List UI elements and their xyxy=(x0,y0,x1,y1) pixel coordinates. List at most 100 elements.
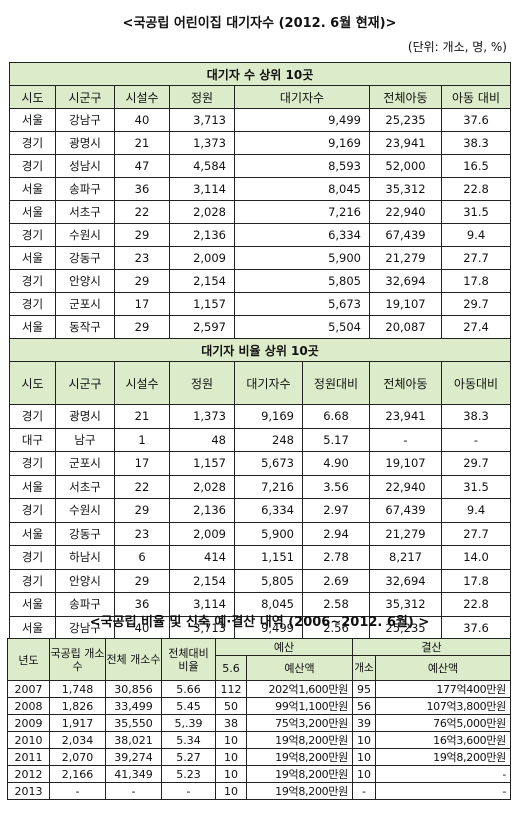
table-cell: 강동구 xyxy=(55,521,115,546)
col-header: 시군구 xyxy=(55,361,115,405)
table-cell: 서울 xyxy=(9,474,56,499)
table-cell: 5,805 xyxy=(234,269,370,293)
table-cell: 30,856 xyxy=(105,680,162,698)
col-header: 시도 xyxy=(9,361,56,405)
table-cell: 2.69 xyxy=(302,568,370,593)
table-cell: 5,.39 xyxy=(161,714,216,732)
table-cell: 1,373 xyxy=(169,131,235,155)
col-header-public-count: 국공립 개소수 xyxy=(49,638,106,681)
col-header: 전체아동 xyxy=(369,85,442,109)
table-row: 서울 송파구 36 3,114 8,045 2.58 35,312 22.8 xyxy=(9,592,512,617)
table-cell: 10 xyxy=(352,731,376,749)
table-cell: 수원시 xyxy=(55,498,115,523)
table-cell: - xyxy=(369,427,442,452)
table-cell: 19,107 xyxy=(369,292,442,316)
table-cell: 3,713 xyxy=(169,108,235,132)
table-cell: 36 xyxy=(114,177,170,201)
table-cell: 27.7 xyxy=(440,521,512,546)
col-header: 대기자수 xyxy=(234,85,370,109)
table-cell: - xyxy=(375,782,511,800)
table-cell: 29 xyxy=(114,223,170,247)
table-cell: 2,136 xyxy=(169,498,235,523)
table-row: 경기 안양시 29 2,154 5,805 2.69 32,694 17.8 xyxy=(9,568,512,593)
table-cell: 5,900 xyxy=(234,246,370,270)
table-cell: 5.17 xyxy=(302,427,370,452)
section-band-top-ratio: 대기자 비율 상위 10곳 xyxy=(8,338,512,362)
col-header: 아동대비 xyxy=(440,361,512,405)
table-cell: 41,349 xyxy=(105,765,162,783)
table-cell: 3.56 xyxy=(302,474,370,499)
table-row: 서울 송파구 36 3,114 8,045 35,312 22.8 xyxy=(9,177,512,201)
table-cell: 8,217 xyxy=(369,545,442,570)
col-header-settle-amount: 예산액 xyxy=(375,655,511,681)
table-cell: 19억8,200만원 xyxy=(375,748,511,766)
table-row: 2011 2,070 39,274 5.27 10 19억8,200만원 10 19억8,20… xyxy=(7,748,511,766)
table-cell: 1,748 xyxy=(49,680,106,698)
table-row: 경기 군포시 17 1,157 5,673 19,107 29.7 xyxy=(9,292,512,316)
table-cell: 22.8 xyxy=(440,592,512,617)
table-cell: 서울 xyxy=(9,177,56,201)
table-cell: 39 xyxy=(352,714,376,732)
table-cell: 서울 xyxy=(9,108,56,132)
table-cell: 19,107 xyxy=(369,451,442,476)
table-cell: 22 xyxy=(114,200,170,224)
table-cell: 9.4 xyxy=(440,498,512,523)
table-row: 서울 강동구 23 2,009 5,900 21,279 27.7 xyxy=(9,246,512,270)
table-cell: 50 xyxy=(215,697,247,715)
table-cell: 22,940 xyxy=(369,474,442,499)
table-cell: 8,045 xyxy=(234,177,370,201)
table-cell: 14.0 xyxy=(440,545,512,570)
table-cell: - xyxy=(440,427,512,452)
table-cell: 2007 xyxy=(7,680,50,698)
table-cell: 서울 xyxy=(9,521,56,546)
table-cell: 8,593 xyxy=(234,154,370,178)
table-cell: 25,235 xyxy=(369,615,442,640)
table-cell: 1,157 xyxy=(169,292,235,316)
table-cell: 35,312 xyxy=(369,592,442,617)
page-title: <국공립 어린이집 대기자수 (2012. 6월 현재)> xyxy=(122,16,397,31)
table-row: 2007 1,748 30,856 5.66 112 202억1,600만원 95 177억4… xyxy=(7,680,511,698)
table-cell: 6,334 xyxy=(234,223,370,247)
table-row: 서울 서초구 22 2,028 7,216 22,940 31.5 xyxy=(9,200,512,224)
table-cell: 경기 xyxy=(9,568,56,593)
col-header: 전체아동 xyxy=(369,361,442,405)
table-cell: 1,157 xyxy=(169,451,235,476)
col-header-settlement: 결산 xyxy=(352,638,511,656)
table-cell: 76억5,000만원 xyxy=(375,714,511,732)
table-cell: 19억8,200만원 xyxy=(246,731,353,749)
table-cell: 10 xyxy=(215,782,247,800)
table-cell: - xyxy=(105,782,162,800)
table-row: 2010 2,034 38,021 5.34 10 19억8,200만원 10 16억3,60… xyxy=(7,731,511,749)
table-cell: - xyxy=(161,782,216,800)
table-cell: 9,169 xyxy=(234,404,303,429)
table-cell: - xyxy=(49,782,106,800)
table-cell: 37.6 xyxy=(440,108,512,132)
table-cell: 22 xyxy=(114,474,170,499)
table-cell: 29 xyxy=(114,568,170,593)
table-cell: 25,235 xyxy=(369,108,442,132)
unit-label: (단위: 개소, 명, %) xyxy=(407,40,507,54)
table-cell: 38 xyxy=(215,714,247,732)
table-cell: 48 xyxy=(169,427,235,452)
table-cell: 4.90 xyxy=(302,451,370,476)
section-band-top-waitlist: 대기자 수 상위 10곳 xyxy=(8,62,512,86)
table-cell: 2.78 xyxy=(302,545,370,570)
col-header: 정원대비 xyxy=(302,361,370,405)
table-cell: 서초구 xyxy=(55,474,115,499)
table-cell: 17.8 xyxy=(440,568,512,593)
table-cell: 2010 xyxy=(7,731,50,749)
table-cell: 6,334 xyxy=(234,498,303,523)
table-cell: 송파구 xyxy=(55,592,115,617)
table-cell: 2,034 xyxy=(49,731,106,749)
table-cell: 2011 xyxy=(7,748,50,766)
table-cell: 서울 xyxy=(9,246,56,270)
table-cell: 1,151 xyxy=(234,545,303,570)
table-cell: 27.7 xyxy=(440,246,512,270)
table-cell: 서울 xyxy=(9,200,56,224)
table-row: 서울 강남구 40 3,713 9,499 25,235 37.6 xyxy=(9,108,512,132)
table-row: 2008 1,826 33,499 5.45 50 99억1,100만원 56 107억3,8… xyxy=(7,697,511,715)
table-cell: 경기 xyxy=(9,498,56,523)
table-cell: 17.8 xyxy=(440,269,512,293)
table-row: 대구 남구 1 48 248 5.17- - xyxy=(9,427,512,452)
table-cell: 7,216 xyxy=(234,200,370,224)
